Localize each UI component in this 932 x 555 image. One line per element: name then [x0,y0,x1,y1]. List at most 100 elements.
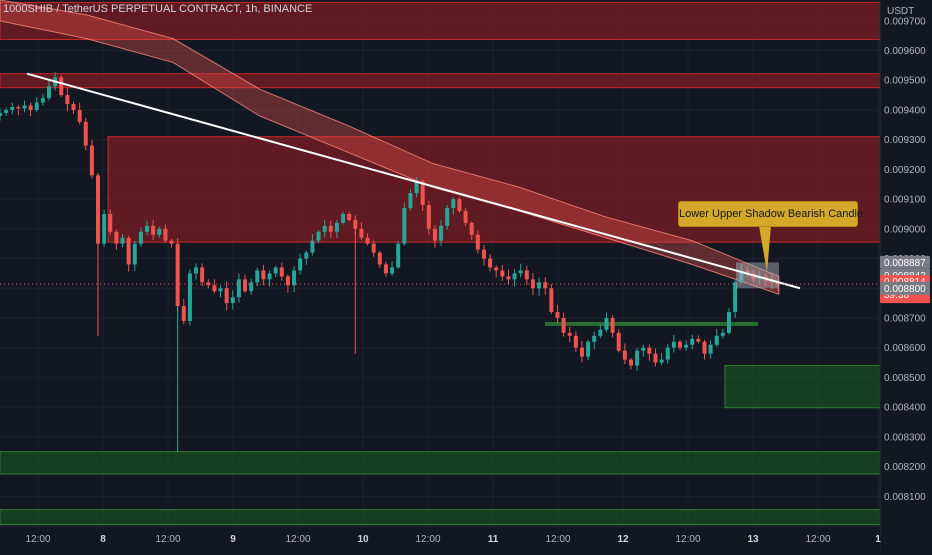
candle-body [426,205,431,229]
candle-body [47,86,52,99]
candle-body [285,276,290,286]
candle-body [138,231,143,244]
candle-body [714,335,719,345]
candle-body [414,181,419,194]
candle-body [157,228,162,235]
candle-body [463,210,468,223]
price-tick-label: 0.008500 [884,373,926,384]
candle-body [77,109,82,122]
candle-body [371,243,376,253]
price-tick-label: 0.009300 [884,135,926,146]
candle-body [420,181,425,206]
price-tag-label: 0.008887 [884,258,926,269]
candle-body [481,249,486,259]
price-tick-label: 0.009100 [884,195,926,206]
candle-body [708,344,713,354]
price-tag: 0.008887 [880,255,930,269]
candle-body [512,273,517,280]
candle-body [635,350,640,366]
candle-body [396,243,401,268]
candle-body [261,270,266,280]
candle-body [720,332,725,336]
candle-body [445,208,450,226]
candle-body [114,231,119,244]
candle-body [555,312,560,318]
ma-band [0,0,780,295]
time-tick-label: 8 [100,534,106,545]
time-tick-label: 12:00 [545,534,570,545]
candle-body [598,329,603,336]
time-tick-label: 12:00 [155,534,180,545]
support-zone [0,509,881,526]
price-tick-label: 0.008400 [884,403,926,414]
candle-body [328,225,333,232]
candle-body [622,350,627,360]
candle-body [145,225,150,232]
candle-body [469,222,474,235]
price-tag-label: 0.008800 [884,284,926,295]
price-tick-label: 0.008700 [884,313,926,324]
candle-body [151,225,156,235]
price-tick-label: 0.009000 [884,224,926,235]
price-tick-label: 0.008600 [884,343,926,354]
candle-body [390,267,395,274]
price-tick-label: 0.009200 [884,165,926,176]
candle-body [543,282,548,289]
annotation-pointer [759,226,771,272]
candle-body [236,279,241,298]
candle-body [255,270,260,283]
annotation-callout[interactable]: Lower Upper Shadow Bearish Candle [678,201,863,227]
resistance-zone [0,1,881,41]
candle-body [267,273,272,280]
candle-body [726,312,731,333]
candle-body [628,359,633,366]
candle-body [647,347,652,354]
candle-body [0,112,2,116]
candle-body [298,258,303,271]
candle-body [132,243,137,265]
candle-body [341,213,346,223]
candle-body [218,288,223,292]
candles [0,72,780,452]
candle-body [518,270,523,274]
candle-body [243,279,248,292]
candle-body [10,106,15,110]
highlight-box [736,262,779,289]
price-axis-unit: USDT [887,6,914,17]
candle-body [34,102,39,110]
time-tick-label: 12:00 [675,534,700,545]
candle-body [322,225,327,232]
candle-body [224,288,229,304]
candle-body [169,240,174,244]
candle-body [776,282,780,285]
candle-body [120,237,125,244]
candle-body [59,77,64,96]
candle-body [659,359,664,363]
price-tag: 0.008800 [880,281,930,295]
candle-body [40,98,45,103]
price-tick-label: 0.008100 [884,492,926,503]
support-line [545,321,758,326]
candle-body [230,297,235,304]
candle-body [494,267,499,271]
candle-body [408,193,413,209]
candle-body [359,228,364,238]
price-tick-label: 0.009500 [884,76,926,87]
candle-body [500,270,505,277]
candle-body [451,199,456,209]
candle-body [22,105,27,109]
candle-body [83,121,88,146]
candle-body [89,145,94,176]
price-tick-label: 0.009700 [884,16,926,27]
candle-body [334,222,339,232]
candle-body [28,105,33,110]
candle-body [604,317,609,330]
candle-body [279,267,284,277]
candle-body [690,338,695,345]
candle-body [671,341,676,348]
candle-body [573,335,578,348]
candle-body [402,208,407,244]
candle-body [249,282,254,292]
